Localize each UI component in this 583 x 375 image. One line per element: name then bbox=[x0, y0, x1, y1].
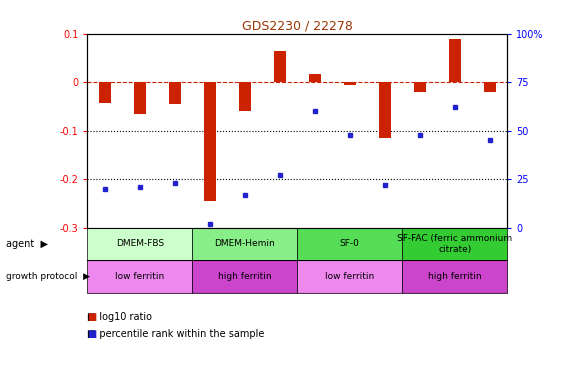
Bar bbox=[448, 39, 461, 82]
Text: ■ log10 ratio: ■ log10 ratio bbox=[87, 312, 152, 322]
Text: low ferritin: low ferritin bbox=[115, 272, 164, 281]
Bar bbox=[169, 82, 181, 104]
Text: ■: ■ bbox=[87, 329, 97, 339]
Bar bbox=[402, 260, 507, 292]
Text: high ferritin: high ferritin bbox=[428, 272, 482, 281]
Text: high ferritin: high ferritin bbox=[218, 272, 272, 281]
Title: GDS2230 / 22278: GDS2230 / 22278 bbox=[242, 20, 353, 33]
Bar bbox=[309, 74, 321, 82]
Bar bbox=[192, 260, 297, 292]
Text: DMEM-FBS: DMEM-FBS bbox=[116, 240, 164, 249]
Bar bbox=[297, 260, 402, 292]
Bar bbox=[134, 82, 146, 114]
Bar bbox=[379, 82, 391, 138]
Bar bbox=[402, 228, 507, 260]
Text: agent  ▶: agent ▶ bbox=[6, 239, 48, 249]
Bar bbox=[87, 228, 192, 260]
Bar bbox=[87, 260, 192, 292]
Bar bbox=[99, 82, 111, 103]
Bar bbox=[483, 82, 496, 92]
Text: ■ percentile rank within the sample: ■ percentile rank within the sample bbox=[87, 329, 265, 339]
Bar bbox=[343, 82, 356, 85]
Text: ■: ■ bbox=[87, 312, 97, 322]
Text: DMEM-Hemin: DMEM-Hemin bbox=[215, 240, 275, 249]
Bar bbox=[413, 82, 426, 92]
Text: SF-0: SF-0 bbox=[340, 240, 360, 249]
Bar bbox=[239, 82, 251, 111]
Bar bbox=[192, 228, 297, 260]
Bar bbox=[273, 51, 286, 82]
Text: SF-FAC (ferric ammonium
citrate): SF-FAC (ferric ammonium citrate) bbox=[397, 234, 512, 254]
Text: growth protocol  ▶: growth protocol ▶ bbox=[6, 272, 90, 281]
Bar bbox=[204, 82, 216, 201]
Bar bbox=[297, 228, 402, 260]
Text: low ferritin: low ferritin bbox=[325, 272, 374, 281]
